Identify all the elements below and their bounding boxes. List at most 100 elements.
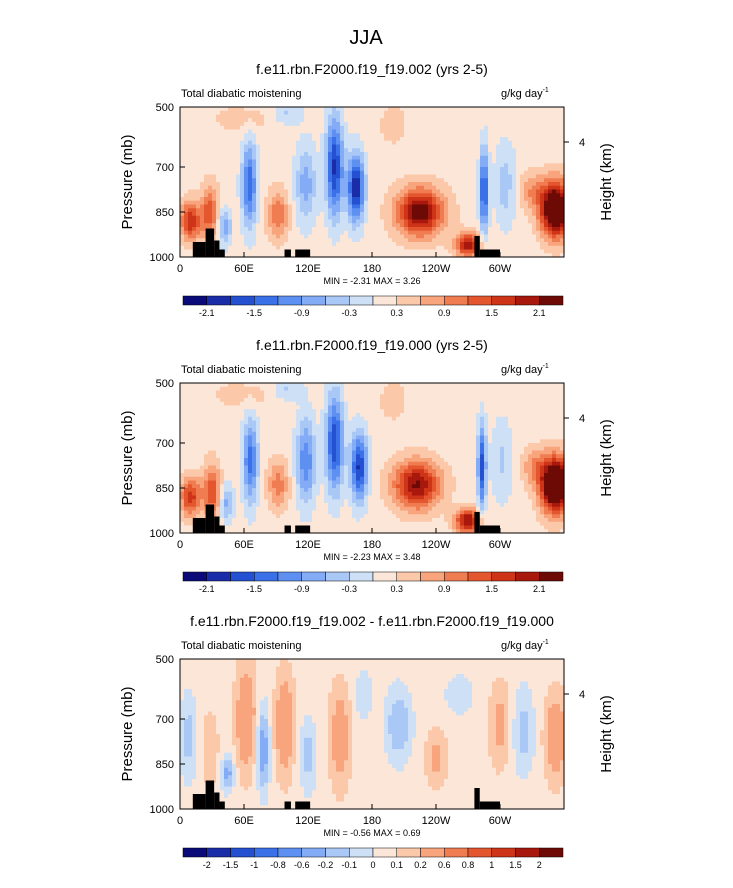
colorbar-label: 0.6: [438, 860, 451, 870]
page-title: JJA: [349, 27, 383, 49]
colorbar: -2.1 -1.5 -0.9 -0.3 0.3 0.9 1.5 2.1: [182, 295, 564, 318]
terrain-block-8: [479, 525, 500, 533]
colorbar-swatch: [277, 847, 302, 858]
terrain-block-3: [214, 792, 220, 809]
colorbar-swatch: [301, 847, 326, 858]
colorbar-label: 1: [489, 860, 494, 870]
colorbar-swatch: [420, 571, 445, 582]
colorbar-swatch: [372, 847, 397, 858]
x-tick-label: 180: [363, 815, 381, 827]
y-tick-label: 850: [156, 207, 174, 219]
terrain-block-2: [205, 504, 215, 533]
colorbar-swatch: [349, 571, 374, 582]
panels: f.e11.rbn.F2000.f19_f19.002 (yrs 2-5) Tot…: [119, 61, 615, 870]
colorbar-label: 1.5: [485, 308, 498, 318]
colorbar-label: 1.5: [509, 860, 522, 870]
colorbar-swatch: [396, 295, 421, 306]
colorbar-label: -0.1: [341, 860, 357, 870]
terrain-block-8: [479, 249, 500, 257]
x-tick-label: 180: [363, 263, 381, 275]
left-label: Total diabatic moistening: [181, 364, 301, 376]
x-tick-label: 60E: [234, 263, 254, 275]
colorbar-swatch: [206, 295, 231, 306]
colorbar-swatch: [491, 295, 516, 306]
terrain-block-7: [474, 788, 480, 809]
colorbar-swatch: [277, 571, 302, 582]
units-exponent: -1: [543, 639, 549, 646]
colorbar-swatch: [420, 847, 445, 858]
colorbar-label: 0.9: [438, 584, 451, 594]
colorbar-label: 1.5: [485, 584, 498, 594]
colorbar-swatch: [182, 847, 207, 858]
units-label: g/kg day-1: [501, 363, 549, 376]
chart-panel-1: f.e11.rbn.F2000.f19_f19.002 (yrs 2-5) Tot…: [119, 61, 615, 318]
y-tick-label: 1000: [150, 528, 174, 540]
y-tick-label: 850: [156, 759, 174, 771]
x-tick-label: 60W: [489, 263, 512, 275]
x-tick-label: 120W: [422, 539, 451, 551]
colorbar-label: 0.8: [462, 860, 475, 870]
terrain-block-5: [284, 801, 291, 809]
colorbar-label: 2.1: [533, 584, 546, 594]
colorbar-swatch: [539, 295, 564, 306]
colorbar: -2 -1.5 -1 -0.8 -0.6 -0.2 -0.1 0 0.1 0.2 0.6 0.8 1 1.…: [182, 847, 564, 870]
x-tick-label: 60E: [234, 815, 254, 827]
y-tick-label: 500: [156, 378, 174, 390]
colorbar-label: -1.5: [223, 860, 239, 870]
colorbar-swatch: [467, 571, 492, 582]
x-tick-label: 0: [177, 815, 183, 827]
contour-field: [180, 659, 565, 810]
terrain-block-7: [474, 512, 480, 533]
right-tick-label: 4: [579, 413, 585, 425]
terrain-block-4: [219, 525, 225, 533]
colorbar-swatch: [230, 571, 255, 582]
terrain-block-6: [295, 801, 311, 809]
colorbar-label: -0.8: [270, 860, 286, 870]
colorbar-swatch: [325, 571, 350, 582]
chart-title: f.e11.rbn.F2000.f19_f19.002 - f.e11.rbn.…: [190, 613, 554, 629]
colorbar-swatch: [182, 571, 207, 582]
contour-field: [180, 383, 565, 534]
colorbar-label: -0.3: [341, 584, 357, 594]
terrain-block-6: [295, 525, 311, 533]
colorbar-swatch: [491, 571, 516, 582]
colorbar-swatch: [539, 847, 564, 858]
chart-panel-3: f.e11.rbn.F2000.f19_f19.002 - f.e11.rbn.…: [119, 613, 615, 870]
colorbar-swatch: [182, 295, 207, 306]
colorbar-swatch: [349, 847, 374, 858]
x-tick-label: 120E: [295, 539, 321, 551]
colorbar-swatch: [254, 295, 279, 306]
colorbar-label: -0.9: [294, 308, 310, 318]
colorbar-swatch: [372, 571, 397, 582]
colorbar-swatch: [467, 295, 492, 306]
colorbar-label: -2: [203, 860, 211, 870]
colorbar-swatch: [539, 571, 564, 582]
y-tick-label: 500: [156, 102, 174, 114]
colorbar-swatch: [206, 847, 231, 858]
colorbar-label: 2: [537, 860, 542, 870]
colorbar-swatch: [444, 295, 469, 306]
colorbar-swatch: [515, 571, 540, 582]
terrain-block-4: [219, 801, 225, 809]
y-axis-label-right: Height (km): [598, 419, 615, 497]
colorbar-swatch: [444, 571, 469, 582]
colorbar-label: -1: [250, 860, 258, 870]
y-tick-label: 1000: [150, 804, 174, 816]
chart-panel-2: f.e11.rbn.F2000.f19_f19.000 (yrs 2-5) Tot…: [119, 337, 615, 594]
colorbar-swatch: [325, 295, 350, 306]
colorbar-swatch: [349, 295, 374, 306]
colorbar-swatch: [301, 571, 326, 582]
y-axis-label: Pressure (mb): [119, 134, 136, 229]
colorbar-swatch: [206, 571, 231, 582]
chart-title: f.e11.rbn.F2000.f19_f19.000 (yrs 2-5): [256, 337, 488, 353]
colorbar: -2.1 -1.5 -0.9 -0.3 0.3 0.9 1.5 2.1: [182, 571, 564, 594]
y-tick-label: 700: [156, 162, 174, 174]
colorbar-label: -0.2: [318, 860, 334, 870]
right-tick-label: 4: [579, 137, 585, 149]
left-label: Total diabatic moistening: [181, 640, 301, 652]
colorbar-label: 0.2: [414, 860, 427, 870]
colorbar-swatch: [301, 295, 326, 306]
colorbar-label: 0.3: [390, 308, 403, 318]
x-tick-label: 60W: [489, 539, 512, 551]
